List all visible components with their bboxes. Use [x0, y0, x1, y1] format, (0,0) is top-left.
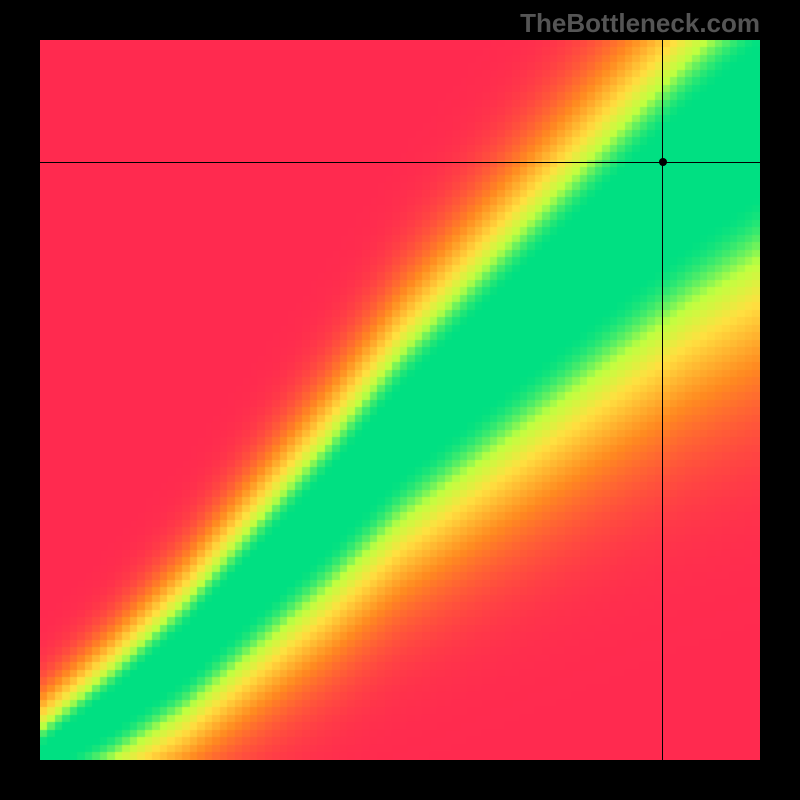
crosshair-marker-dot	[659, 158, 667, 166]
chart-root: TheBottleneck.com	[0, 0, 800, 800]
crosshair-vertical	[662, 40, 663, 760]
watermark-text: TheBottleneck.com	[520, 8, 760, 39]
bottleneck-heatmap	[40, 40, 760, 760]
crosshair-horizontal	[40, 162, 760, 163]
